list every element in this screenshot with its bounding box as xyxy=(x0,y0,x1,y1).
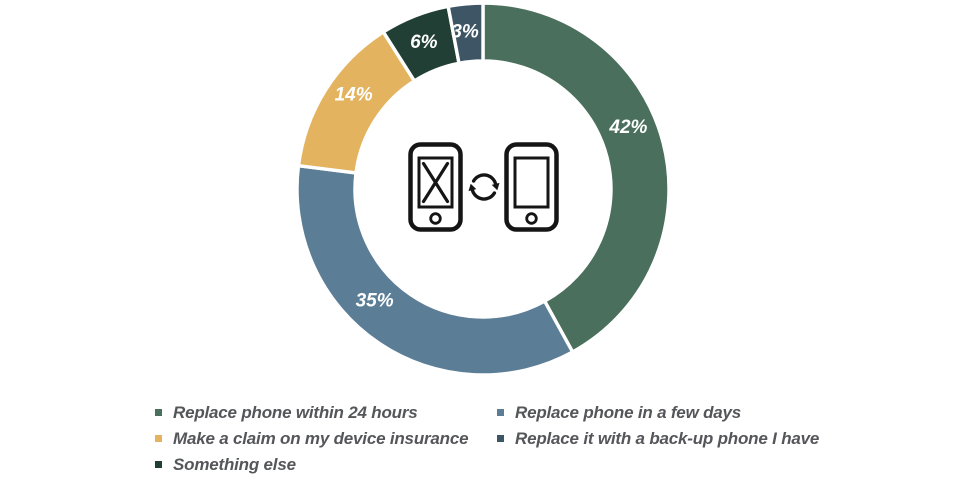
legend-item: Something else xyxy=(155,455,497,474)
center-icon xyxy=(408,142,559,232)
legend-item: Replace phone in a few days xyxy=(497,403,819,422)
legend-label: Replace phone in a few days xyxy=(515,403,742,422)
legend-swatch xyxy=(155,461,162,468)
donut-slice-0 xyxy=(481,1,671,355)
donut-slices xyxy=(295,1,671,377)
slice-percent-label-1: 35% xyxy=(356,291,394,312)
legend-item: Replace phone within 24 hours xyxy=(155,403,497,422)
legend-label: Replace it with a back-up phone I have xyxy=(515,429,820,448)
legend-swatch xyxy=(497,409,504,416)
chart-legend: Replace phone within 24 hours Replace pho… xyxy=(155,403,819,474)
legend-swatch xyxy=(155,409,162,416)
donut-slice-1 xyxy=(295,163,575,377)
legend-swatch xyxy=(155,435,162,442)
legend-label: Replace phone within 24 hours xyxy=(173,403,418,422)
slice-percent-label-0: 42% xyxy=(608,117,647,138)
slice-percent-label-4: 3% xyxy=(451,22,479,43)
slice-percent-label-2: 14% xyxy=(335,85,373,106)
slice-percent-label-3: 6% xyxy=(410,32,438,53)
slice-percent-labels: 42% 35% 14% 6% 3% xyxy=(335,22,648,312)
legend-label: Make a claim on my device insurance xyxy=(173,429,469,448)
legend-item: Replace it with a back-up phone I have xyxy=(497,429,819,448)
replacement-phone-icon xyxy=(504,142,559,232)
legend-swatch xyxy=(497,435,504,442)
broken-phone-icon xyxy=(408,142,463,232)
sync-arrows-icon xyxy=(468,173,500,201)
donut-slice-4 xyxy=(446,1,485,66)
legend-item: Make a claim on my device insurance xyxy=(155,429,497,448)
legend-label: Something else xyxy=(173,455,296,474)
